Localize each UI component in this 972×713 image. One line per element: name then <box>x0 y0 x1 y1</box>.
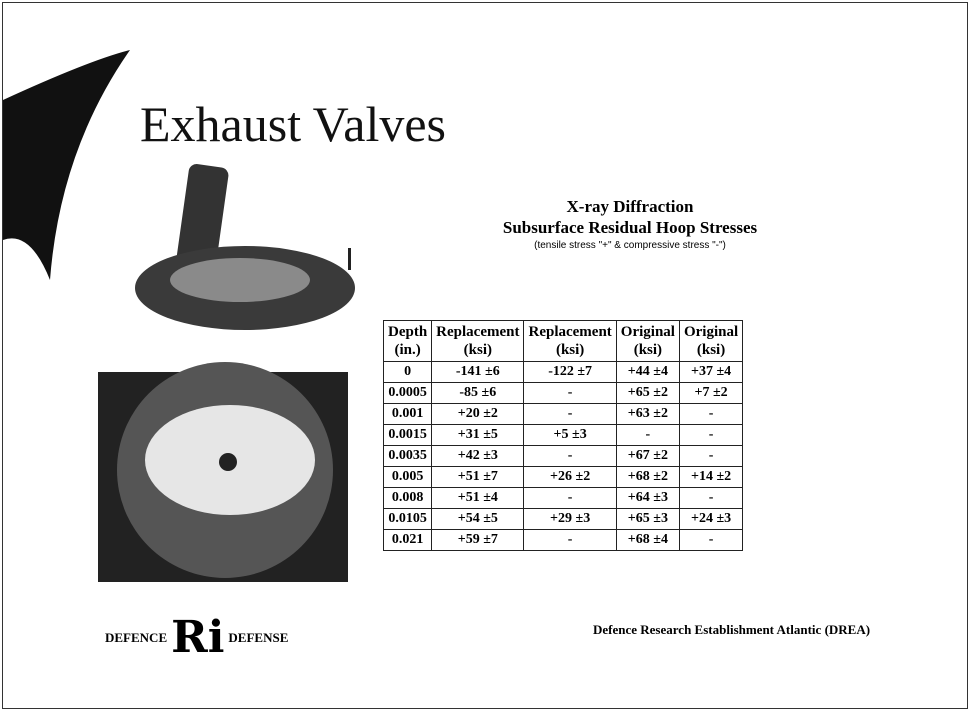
cell: +29 ±3 <box>524 509 616 530</box>
row: 0.0005-85 ±6-+65 ±2+7 ±2 <box>384 383 743 404</box>
cell: 0.008 <box>384 488 432 509</box>
cell: - <box>524 488 616 509</box>
stress-table: Depth(in.)Replacement(ksi)Replacement(ks… <box>383 320 743 551</box>
logo-right: DEFENSE <box>228 630 288 646</box>
decorations <box>0 0 380 600</box>
cell: +44 ±4 <box>616 362 679 383</box>
cell: +26 ±2 <box>524 467 616 488</box>
header-cell: Original(ksi) <box>679 321 742 362</box>
header-line: (in.) <box>388 341 427 359</box>
cell: - <box>524 530 616 551</box>
tick <box>348 248 351 270</box>
footer: Defence Research Establishment Atlantic … <box>593 622 870 638</box>
cell: -85 ±6 <box>432 383 524 404</box>
cell: +63 ±2 <box>616 404 679 425</box>
header-cell: Replacement(ksi) <box>524 321 616 362</box>
cell: 0.0105 <box>384 509 432 530</box>
header-line: (ksi) <box>684 341 738 359</box>
cell: 0 <box>384 362 432 383</box>
cell: +5 ±3 <box>524 425 616 446</box>
cell: - <box>679 530 742 551</box>
cell: +37 ±4 <box>679 362 742 383</box>
logo: DEFENCE Ri DEFENSE <box>105 612 288 663</box>
cell: - <box>524 383 616 404</box>
cell: +24 ±3 <box>679 509 742 530</box>
slide: Exhaust Valves X-ray Diffraction Subsurf… <box>0 0 972 713</box>
header-line: Depth <box>388 323 427 341</box>
row: 0.008+51 ±4-+64 ±3- <box>384 488 743 509</box>
row: 0-141 ±6-122 ±7+44 ±4+37 ±4 <box>384 362 743 383</box>
cell: - <box>524 404 616 425</box>
cell: 0.0005 <box>384 383 432 404</box>
logo-left: DEFENCE <box>105 630 167 646</box>
row: 0.021+59 ±7-+68 ±4- <box>384 530 743 551</box>
logo-mark: Ri <box>171 612 224 663</box>
cell: - <box>679 446 742 467</box>
swoosh <box>3 50 130 280</box>
header-line: Original <box>684 323 738 341</box>
table-title-line: Subsurface Residual Hoop Stresses <box>420 217 840 238</box>
header-line: Original <box>621 323 675 341</box>
cell: - <box>616 425 679 446</box>
cell: +67 ±2 <box>616 446 679 467</box>
cell: 0.021 <box>384 530 432 551</box>
header-line: Replacement <box>528 323 611 341</box>
header-line: (ksi) <box>528 341 611 359</box>
cell: - <box>679 404 742 425</box>
cell: -122 ±7 <box>524 362 616 383</box>
cell: - <box>679 425 742 446</box>
cell: +14 ±2 <box>679 467 742 488</box>
cell: +68 ±4 <box>616 530 679 551</box>
cell: +65 ±2 <box>616 383 679 404</box>
note: (tensile stress "+" & compressive stress… <box>420 240 840 251</box>
title: Exhaust Valves <box>140 95 446 153</box>
cell: +59 ±7 <box>432 530 524 551</box>
cell: +54 ±5 <box>432 509 524 530</box>
header-cell: Original(ksi) <box>616 321 679 362</box>
cell: +31 ±5 <box>432 425 524 446</box>
row: 0.005+51 ±7+26 ±2+68 ±2+14 ±2 <box>384 467 743 488</box>
cell: 0.005 <box>384 467 432 488</box>
valve-center <box>219 453 237 471</box>
row: 0.0105+54 ±5+29 ±3+65 ±3+24 ±3 <box>384 509 743 530</box>
cell: +65 ±3 <box>616 509 679 530</box>
cell: - <box>524 446 616 467</box>
row: 0.0035+42 ±3-+67 ±2- <box>384 446 743 467</box>
header-cell: Replacement(ksi) <box>432 321 524 362</box>
valve-face <box>170 258 310 302</box>
header-line: (ksi) <box>621 341 675 359</box>
cell: 0.001 <box>384 404 432 425</box>
cell: +51 ±7 <box>432 467 524 488</box>
cell: 0.0015 <box>384 425 432 446</box>
cell: +42 ±3 <box>432 446 524 467</box>
table-title: X-ray Diffraction Subsurface Residual Ho… <box>420 196 840 238</box>
header-line: Replacement <box>436 323 519 341</box>
cell: +51 ±4 <box>432 488 524 509</box>
row: 0.001+20 ±2-+63 ±2- <box>384 404 743 425</box>
cell: - <box>679 488 742 509</box>
cell: +7 ±2 <box>679 383 742 404</box>
cell: +64 ±3 <box>616 488 679 509</box>
header-cell: Depth(in.) <box>384 321 432 362</box>
header-line: (ksi) <box>436 341 519 359</box>
table-title-line: X-ray Diffraction <box>420 196 840 217</box>
cell: +20 ±2 <box>432 404 524 425</box>
header-row: Depth(in.)Replacement(ksi)Replacement(ks… <box>384 321 743 362</box>
row: 0.0015+31 ±5+5 ±3-- <box>384 425 743 446</box>
cell: 0.0035 <box>384 446 432 467</box>
cell: -141 ±6 <box>432 362 524 383</box>
cell: +68 ±2 <box>616 467 679 488</box>
